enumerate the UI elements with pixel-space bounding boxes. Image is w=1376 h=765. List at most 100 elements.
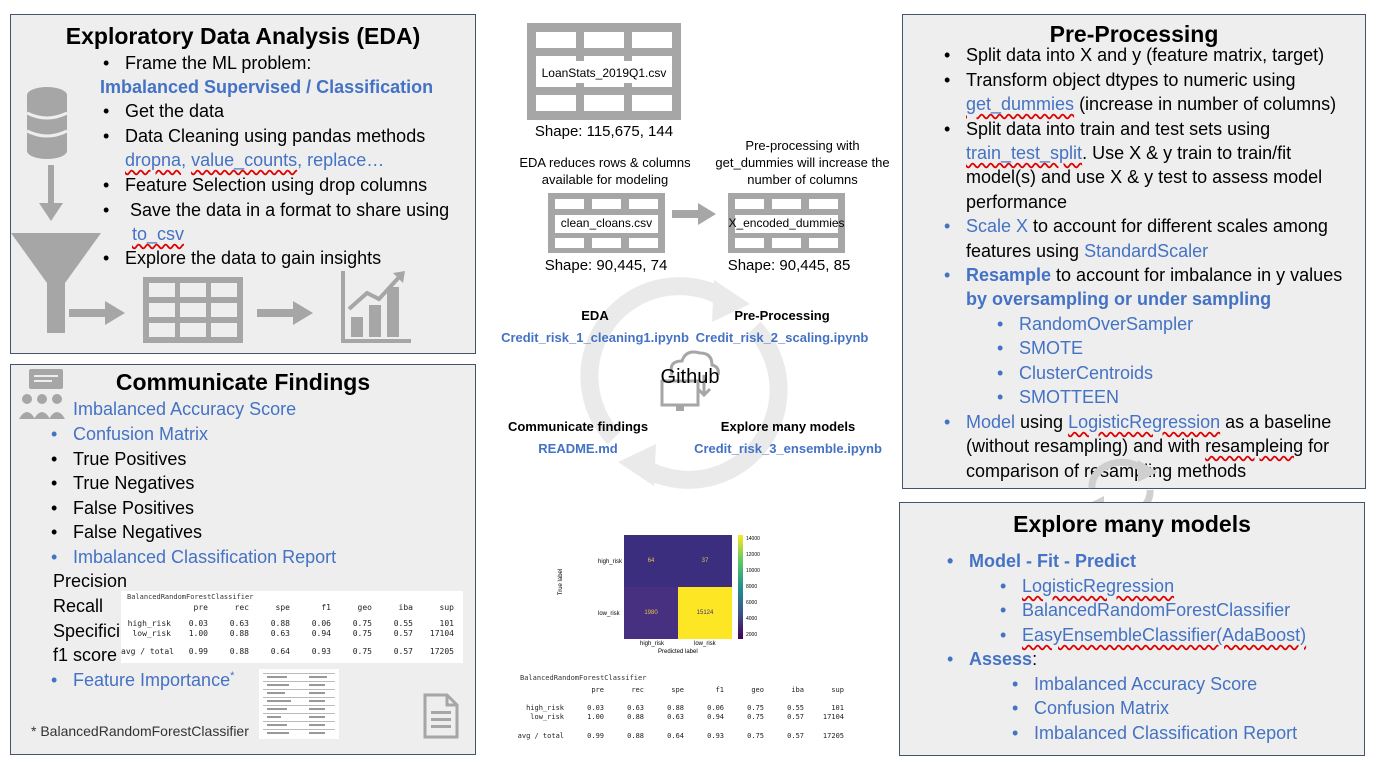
comm-feature-importance: • Feature Importance* <box>51 670 235 690</box>
cm-cell-10: 1980 <box>624 587 678 639</box>
comm-item-accuracy: Imbalanced Accuracy Score <box>73 399 297 419</box>
report-value-cell: 0.94 <box>707 713 724 721</box>
node-comm-file[interactable]: README.md <box>538 441 618 456</box>
report-value-cell: 0.55 <box>393 619 413 628</box>
report-value-cell: 0.06 <box>707 704 724 712</box>
report-header-cell: sup <box>439 603 454 612</box>
eda-clean-methods: dropna, value_counts, replace… <box>125 150 385 170</box>
report-image: BalancedRandomForestClassifier pre rec spe… <box>121 591 463 663</box>
report-value-cell: 0.03 <box>587 704 604 712</box>
confusion-matrix-image: True label high_risk low_risk 64 37 1980… <box>558 527 780 663</box>
pre-item-resample: • Resample to account for imbalance in y … <box>944 265 1343 285</box>
report-table: pre rec spe f1 geo iba sup high_risk 0.03 0.63 0.8… <box>121 591 463 663</box>
report-value-cell: 0.88 <box>667 704 684 712</box>
report-image-center: BalancedRandomForestClassifier pre rec spe… <box>512 670 862 748</box>
report-value-cell: 0.63 <box>667 713 684 721</box>
cm-ylabel: True label <box>558 568 565 596</box>
explore-assess: • Assess: <box>947 649 1038 669</box>
pre-item-split-xy: • Split data into X and y (feature matrix… <box>944 45 1325 65</box>
pre-title: Pre-Processing <box>1049 21 1219 47</box>
eda-item-save: • Save the data in a format to share usi… <box>103 200 450 220</box>
node-eda-file[interactable]: Credit_risk_1_cleaning1.ipynb <box>501 330 689 345</box>
pre-sub-ros: • RandomOverSampler <box>997 314 1194 334</box>
report-header-cell: geo <box>751 686 764 694</box>
comm-title: Communicate Findings <box>115 369 371 395</box>
comm-metric-recall: Recall <box>53 596 104 616</box>
pre-item-model: • Model using LogisticRegression as a bas… <box>944 412 1332 432</box>
cm-col-label-0: high_risk <box>640 641 665 647</box>
document-icon <box>423 693 459 739</box>
pre-item-transform-cont: get_dummies (increase in number of colum… <box>966 94 1337 114</box>
eda-panel: Exploratory Data Analysis (EDA) • Frame t… <box>10 14 476 354</box>
node-comm-label: Communicate findings <box>507 419 649 434</box>
cm-colorbar-tick: 4000 <box>746 616 758 622</box>
report-value-cell: 17104 <box>429 629 454 638</box>
pre-item-model-3: comparison of resampling methods <box>966 461 1247 481</box>
report-value-cell: 17205 <box>822 732 844 740</box>
flow-right-arrow-icon <box>672 203 716 225</box>
node-explore-label: Explore many models <box>720 419 856 434</box>
explore-model-brf: • BalancedRandomForestClassifier <box>1000 600 1291 620</box>
report-value-cell: 0.63 <box>270 629 290 638</box>
report-header-cell: f1 <box>321 603 331 612</box>
report-header-cell: rec <box>234 603 249 612</box>
report-value-cell: 17104 <box>822 713 844 721</box>
clean-shape: Shape: 90,445, 74 <box>544 257 668 274</box>
report-value-cell: 101 <box>439 619 454 628</box>
comm-metric-precision: Precision <box>53 571 128 591</box>
report-value-cell: 0.03 <box>188 619 208 628</box>
encoded-file-label: X_encoded_dummies <box>728 216 845 230</box>
report-value-cell: 0.93 <box>311 647 331 656</box>
report-value-cell: 0.63 <box>229 619 249 628</box>
report-value-cell: 101 <box>831 704 844 712</box>
report-row-name: high_risk <box>526 704 564 712</box>
node-explore-file[interactable]: Credit_risk_3_ensemble.ipynb <box>694 441 882 456</box>
eda-problem: Imbalanced Supervised / Classification <box>100 77 434 97</box>
report-value-cell: 0.57 <box>787 713 804 721</box>
cm-row-label-1: low_risk <box>598 611 620 617</box>
report-center-table: pre rec spe f1 geo iba sup high_risk 0.03 0.63 0.8… <box>512 670 862 748</box>
presentation-people-icon <box>19 369 65 419</box>
cm-colorbar-tick: 2000 <box>746 632 758 638</box>
preprocessing-panel: Pre-Processing • Split data into X and y … <box>902 14 1366 489</box>
comm-metric-f1: f1 score <box>53 645 118 665</box>
comm-metric-specificity: Specifici <box>53 621 121 641</box>
spreadsheet-icon-clean <box>548 193 665 253</box>
report-header-cell: sup <box>831 686 844 694</box>
report-header-cell: spe <box>275 603 290 612</box>
report-value-cell: 1.00 <box>587 713 604 721</box>
report-value-cell: 17205 <box>429 647 454 656</box>
pre-sub-smote: • SMOTE <box>997 338 1084 358</box>
report-header-cell: geo <box>357 603 372 612</box>
pre-item-scale-2: features using StandardScaler <box>966 241 1209 261</box>
cm-colorbar-tick: 14000 <box>746 536 760 542</box>
pre-item-transform: • Transform object dtypes to numeric usin… <box>944 70 1296 90</box>
feature-importance-image <box>259 669 339 739</box>
report-value-cell: 0.88 <box>627 732 644 740</box>
pre-item-split-train-2: train_test_split. Use X & y train to tra… <box>966 143 1292 163</box>
eda-item-frame: • Frame the ML problem: <box>103 53 312 73</box>
report-value-cell: 0.75 <box>352 647 372 656</box>
down-arrow-icon <box>39 165 63 221</box>
cm-cell-11: 15124 <box>678 587 732 639</box>
node-pre-file[interactable]: Credit_risk_2_scaling.ipynb <box>695 330 869 345</box>
report-header-cell: f1 <box>715 686 724 694</box>
cm-colorbar-tick: 8000 <box>746 584 758 590</box>
database-icon <box>26 87 68 159</box>
explore-metric-report: • Imbalanced Classification Report <box>1012 723 1298 743</box>
cloud-computer-icon <box>660 350 720 411</box>
pre-item-split-train-4: performance <box>966 192 1068 212</box>
explore-panel: Explore many models • Model - Fit - Predi… <box>899 502 1365 756</box>
node-pre-label: Pre-Processing <box>734 308 830 323</box>
cycle-arrows-icon <box>580 277 788 489</box>
communicate-panel: Communicate Findings Imbalanced Accuracy… <box>10 364 476 755</box>
explore-model-lr: • LogisticRegression <box>1000 576 1175 596</box>
report-value-cell: 0.06 <box>311 619 331 628</box>
pre-item-split-train-3: model(s) and use X & y test to assess mo… <box>966 167 1323 187</box>
raw-file-label: LoanStats_2019Q1.csv <box>541 66 667 80</box>
eda-note: EDA reduces rows & columns available for… <box>519 155 691 187</box>
pre-item-scale: • Scale X to account for different scales… <box>944 216 1328 236</box>
comm-item-report: • Imbalanced Classification Report <box>51 547 337 567</box>
node-eda-label: EDA <box>581 308 609 323</box>
report-value-cell: 0.57 <box>787 732 804 740</box>
